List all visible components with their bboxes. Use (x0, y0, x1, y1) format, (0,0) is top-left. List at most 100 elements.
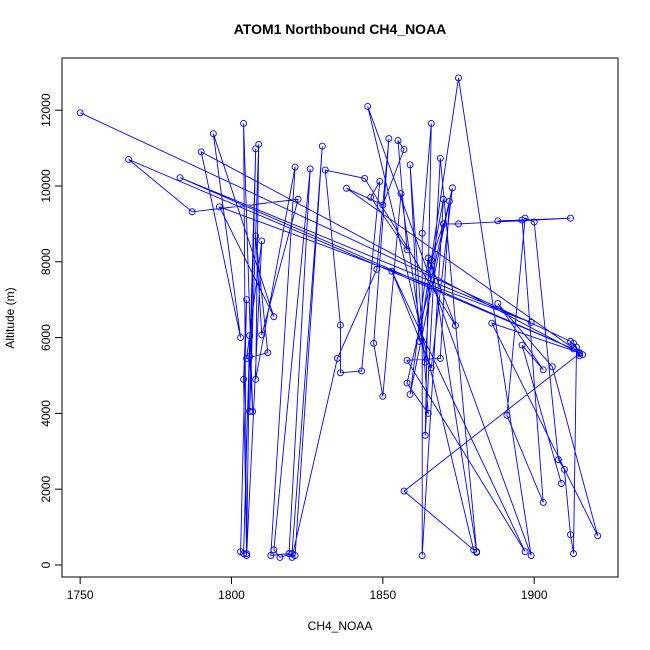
x-tick-label: 1900 (521, 588, 548, 602)
data-point (494, 300, 502, 307)
data-point (527, 318, 535, 326)
data-point (421, 358, 429, 366)
data-point (252, 232, 260, 240)
data-point (258, 331, 266, 339)
data-point (557, 480, 565, 487)
data-point (397, 190, 405, 198)
data-point (427, 262, 435, 270)
x-tick-label: 1850 (369, 588, 396, 602)
data-point (494, 217, 502, 225)
data-point (76, 109, 84, 117)
data-point (518, 216, 526, 224)
data-point (448, 184, 456, 192)
data-point (243, 552, 251, 559)
data-point (439, 220, 447, 228)
data-point (400, 487, 408, 495)
data-point (376, 177, 384, 185)
data-point (243, 354, 251, 362)
data-point (406, 390, 414, 398)
data-point (439, 195, 447, 203)
x-axis-label: CH4_NOAA (308, 619, 373, 633)
data-point (379, 392, 387, 400)
data-point (361, 174, 369, 182)
data-point (406, 161, 414, 169)
data-point (294, 195, 302, 203)
data-point (306, 165, 314, 173)
data-point (385, 135, 393, 143)
data-point (530, 218, 538, 226)
data-point (237, 334, 245, 342)
data-point (394, 137, 402, 144)
data-point (539, 499, 547, 506)
y-tick-label: 0 (39, 561, 53, 568)
data-point (209, 130, 217, 138)
data-point (288, 550, 296, 558)
data-point (403, 356, 411, 364)
data-point (424, 254, 432, 262)
data-point (436, 354, 444, 362)
data-point (364, 102, 372, 110)
data-point (125, 156, 133, 163)
y-tick-label: 6000 (39, 324, 53, 351)
data-point (388, 267, 396, 275)
data-point (570, 550, 577, 558)
data-point (321, 166, 329, 174)
data-point (270, 313, 278, 321)
data-point (503, 411, 511, 419)
data-point (452, 322, 459, 329)
data-point (252, 375, 260, 383)
data-point (427, 120, 435, 127)
data-point (418, 229, 426, 237)
data-point (285, 550, 293, 558)
data-point (318, 142, 326, 150)
data-point (539, 366, 547, 374)
data-point (521, 548, 529, 556)
data-point (337, 369, 344, 377)
data-point (291, 163, 299, 171)
data-point (560, 466, 568, 473)
data-point (215, 203, 223, 211)
data-point (576, 349, 584, 357)
data-point (249, 408, 257, 415)
data-point (343, 184, 350, 192)
data-point (554, 456, 562, 464)
data-point (445, 197, 453, 205)
y-tick-label: 10000 (39, 169, 53, 203)
data-point (379, 201, 387, 209)
data-point (548, 363, 556, 371)
data-point (358, 367, 366, 375)
y-tick-label: 8000 (39, 248, 53, 275)
data-point (415, 337, 423, 345)
data-point (337, 321, 344, 329)
data-point (264, 349, 272, 357)
data-point (176, 174, 184, 182)
data-point (367, 193, 375, 201)
data-point (276, 553, 284, 561)
data-point (403, 246, 411, 254)
data-point (258, 237, 266, 245)
data-point (243, 550, 251, 558)
data-point (373, 265, 381, 273)
data-point (400, 146, 408, 154)
data-point (188, 208, 196, 216)
data-point (246, 332, 254, 340)
data-point (370, 339, 378, 347)
data-point (240, 120, 248, 127)
data-point (576, 352, 584, 360)
data-point (333, 354, 341, 362)
y-tick-label: 2000 (39, 476, 53, 503)
chart-title: ATOM1 Northbound CH4_NOAA (234, 21, 447, 37)
data-point (240, 375, 248, 383)
data-point (594, 532, 602, 540)
data-point (427, 364, 435, 372)
data-point (237, 548, 245, 556)
data-point (436, 154, 444, 162)
data-point (527, 552, 535, 559)
x-tick-label: 1800 (218, 588, 245, 602)
data-point (243, 296, 251, 304)
data-point (470, 546, 478, 554)
data-point (421, 431, 429, 439)
data-point (403, 379, 411, 387)
data-line (80, 77, 599, 559)
